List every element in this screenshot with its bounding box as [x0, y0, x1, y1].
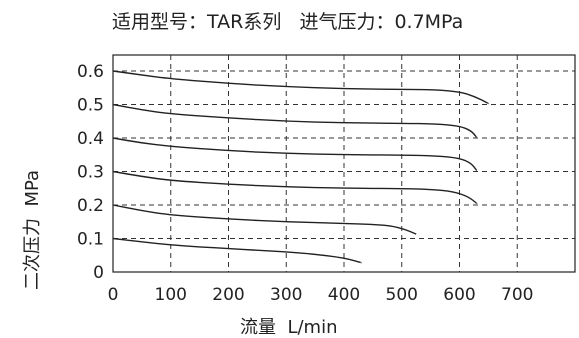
y-tick-label: 0.1 — [77, 230, 104, 250]
y-tick-label: 0.2 — [77, 196, 104, 216]
y-tick-label: 0.3 — [77, 163, 104, 183]
x-tick-label: 500 — [386, 285, 418, 305]
y-axis-label: 二次压力 MPa — [22, 170, 43, 290]
x-tick-label: 700 — [501, 285, 533, 305]
series-line-3 — [112, 170, 478, 205]
x-tick-label: 600 — [443, 285, 475, 305]
series-line-2 — [112, 204, 417, 235]
series-line-5 — [112, 103, 478, 139]
series-line-4 — [112, 137, 478, 172]
x-tick-labels: 0 100 200 300 400 500 600 700 — [108, 285, 534, 305]
x-tick-label: 100 — [155, 285, 187, 305]
y-tick-labels: 0 0.1 0.2 0.3 0.4 0.5 0.6 — [77, 62, 104, 283]
x-tick-label: 400 — [328, 285, 360, 305]
x-tick-label: 0 — [108, 285, 119, 305]
series-line-6 — [112, 70, 490, 105]
x-tick-label: 300 — [270, 285, 302, 305]
y-tick-label: 0.5 — [77, 96, 104, 116]
x-axis-label: 流量 L/min — [240, 317, 337, 338]
y-tick-label: 0 — [93, 263, 104, 283]
plot-frame — [112, 54, 576, 273]
series-line-1 — [112, 237, 363, 264]
x-tick-label: 200 — [212, 285, 244, 305]
chart-title: 适用型号：TAR系列 进气压力：0.7MPa — [112, 11, 463, 33]
series-group — [112, 70, 490, 264]
plot-frame-rect — [112, 54, 576, 273]
y-tick-label: 0.6 — [77, 62, 104, 82]
grid — [113, 55, 575, 272]
y-tick-label: 0.4 — [77, 129, 104, 149]
